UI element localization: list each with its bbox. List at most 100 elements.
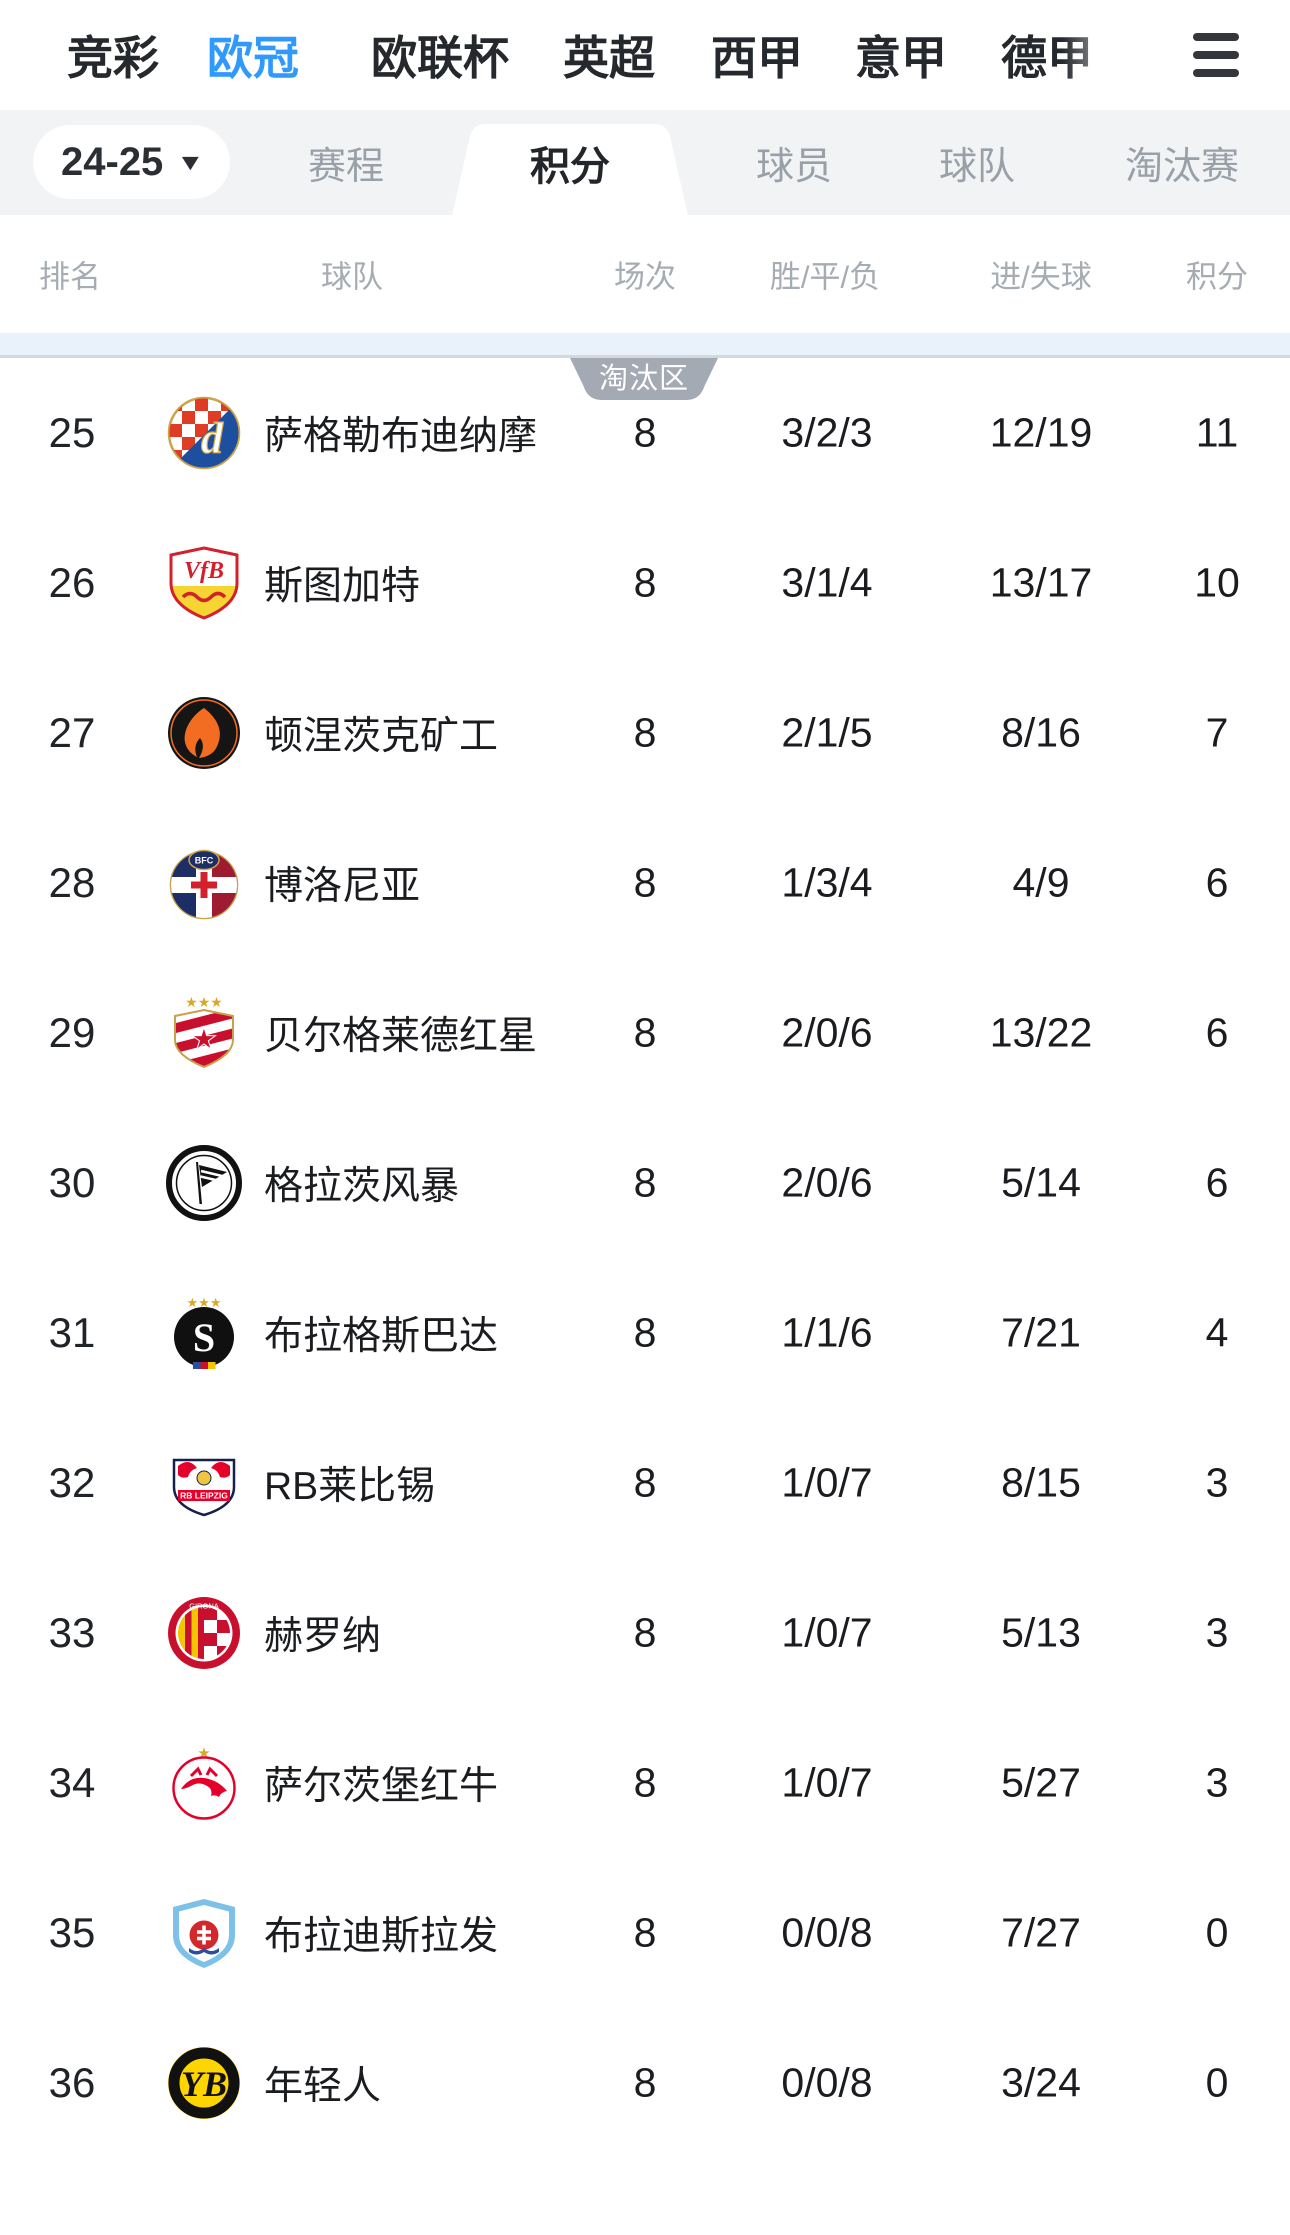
- goals-for-against: 3/24: [1001, 2059, 1081, 2106]
- matches-played: 8: [633, 709, 657, 756]
- column-team: 球队: [321, 259, 383, 295]
- nav-item-7[interactable]: 德甲: [995, 0, 1099, 110]
- menu-icon[interactable]: [1185, 15, 1247, 95]
- goals-for-against: 4/9: [1012, 859, 1070, 906]
- tab-4[interactable]: 球队: [925, 110, 1029, 215]
- svg-text:d: d: [201, 414, 224, 463]
- tab-3[interactable]: 球员: [742, 110, 846, 215]
- team-name: 斯图加特: [264, 565, 421, 608]
- table-row[interactable]: 32 RB LEIPZIG RB莱比锡 8 1/0/7 8/15 3: [0, 1408, 1290, 1558]
- nav-item-2[interactable]: 欧冠: [201, 0, 305, 110]
- team-name: 赫罗纳: [264, 1615, 382, 1658]
- table-row[interactable]: 27 顿涅茨克矿工 8 2/1/5 8/16 7: [0, 658, 1290, 808]
- nav-item-5[interactable]: 西甲: [705, 0, 809, 110]
- column-rank: 排名: [39, 259, 101, 295]
- nav-item-1[interactable]: 竞彩: [61, 0, 165, 110]
- points: 3: [1205, 1759, 1229, 1806]
- win-draw-loss: 2/0/6: [781, 1159, 873, 1206]
- points: 4: [1205, 1309, 1229, 1356]
- tab-2[interactable]: 积分: [452, 110, 688, 216]
- win-draw-loss: 2/0/6: [781, 1009, 873, 1056]
- sturm-graz-logo: [166, 1145, 242, 1221]
- rank: 30: [48, 1159, 96, 1206]
- team-name: 贝尔格莱德红星: [264, 1015, 538, 1058]
- win-draw-loss: 3/1/4: [781, 559, 873, 606]
- win-draw-loss: 1/0/7: [781, 1459, 873, 1506]
- win-draw-loss: 2/1/5: [781, 709, 873, 756]
- win-draw-loss: 1/0/7: [781, 1609, 873, 1656]
- rank: 27: [48, 709, 96, 756]
- goals-for-against: 8/15: [1001, 1459, 1081, 1506]
- table-row[interactable]: 34 ★ 萨尔茨堡红牛 8 1/0/7 5/27 3: [0, 1708, 1290, 1858]
- svg-text:★★★: ★★★: [185, 995, 223, 1010]
- column-played: 场次: [614, 259, 676, 295]
- table-row[interactable]: 29 ★★★ ★ 贝尔格莱德红星 8 2/0/6 13/22 6: [0, 958, 1290, 1108]
- nav-item-6[interactable]: 意甲: [849, 0, 953, 110]
- points: 0: [1205, 1909, 1229, 1956]
- girona-logo: GIRONA: [166, 1595, 242, 1671]
- table-row[interactable]: 31 ★★★ S 布拉格斯巴达 8 1/1/6 7/21 4: [0, 1258, 1290, 1408]
- season-label: 24-25: [61, 139, 164, 184]
- goals-for-against: 5/27: [1001, 1759, 1081, 1806]
- goals-for-against: 7/27: [1001, 1909, 1081, 1956]
- goals-for-against: 13/17: [989, 559, 1093, 606]
- tab-5[interactable]: 淘汰赛: [1111, 110, 1253, 215]
- table-row[interactable]: 30 格拉茨风暴 8 2/0/6 5/14 6: [0, 1108, 1290, 1258]
- red-star-belgrade-logo: ★★★ ★: [166, 995, 242, 1071]
- dinamo-zagreb-logo: d: [166, 395, 242, 471]
- goals-for-against: 5/13: [1001, 1609, 1081, 1656]
- rb-leipzig-logo: RB LEIPZIG: [166, 1445, 242, 1521]
- win-draw-loss: 0/0/8: [781, 1909, 873, 1956]
- caret-down-icon: ▼: [176, 148, 205, 175]
- bologna-logo: BFC: [166, 845, 242, 921]
- rank: 25: [48, 409, 96, 456]
- rb-salzburg-logo: ★: [166, 1745, 242, 1821]
- table-row[interactable]: 26 VfB 斯图加特 8 3/1/4 13/17 10: [0, 508, 1290, 658]
- table-row[interactable]: 35 布拉迪斯拉发 8 0/0/8 7/27 0: [0, 1858, 1290, 2008]
- qualification-zone-strip: [0, 333, 1290, 355]
- points: 3: [1205, 1459, 1229, 1506]
- goals-for-against: 13/22: [989, 1009, 1093, 1056]
- matches-played: 8: [633, 1909, 657, 1956]
- svg-text:VfB: VfB: [184, 558, 224, 584]
- matches-played: 8: [633, 1159, 657, 1206]
- svg-text:★: ★: [191, 1023, 218, 1056]
- rank: 34: [48, 1759, 96, 1806]
- matches-played: 8: [633, 859, 657, 906]
- column-goals: 进/失球: [990, 259, 1092, 295]
- goals-for-against: 8/16: [1001, 709, 1081, 756]
- column-wdl: 胜/平/负: [769, 259, 881, 295]
- tab-1[interactable]: 赛程: [294, 110, 398, 215]
- top-nav: 竞彩 欧冠 欧联杯 英超 西甲 意甲 德甲: [0, 0, 1290, 110]
- nav-item-4[interactable]: 英超: [557, 0, 661, 110]
- shakhtar-donetsk-logo: [166, 695, 242, 771]
- points: 10: [1194, 559, 1240, 606]
- points: 6: [1205, 1009, 1229, 1056]
- svg-text:S: S: [193, 1315, 215, 1360]
- team-name: 博洛尼亚: [264, 865, 421, 908]
- nav-item-3[interactable]: 欧联杯: [365, 0, 515, 110]
- stuttgart-logo: VfB: [166, 545, 242, 621]
- win-draw-loss: 1/3/4: [781, 859, 873, 906]
- table-row[interactable]: 36 YB 年轻人 8 0/0/8 3/24 0: [0, 2008, 1290, 2158]
- rank: 29: [48, 1009, 96, 1056]
- goals-for-against: 5/14: [1001, 1159, 1081, 1206]
- season-selector[interactable]: 24-25 ▼: [33, 125, 231, 199]
- matches-played: 8: [633, 1609, 657, 1656]
- team-name: 布拉格斯巴达: [264, 1315, 499, 1358]
- svg-text:★★★: ★★★: [187, 1295, 222, 1310]
- team-name: 布拉迪斯拉发: [264, 1915, 499, 1958]
- team-name: 顿涅茨克矿工: [264, 715, 499, 758]
- matches-played: 8: [633, 1309, 657, 1356]
- table-header: 排名 球队 场次 胜/平/负 进/失球 积分: [0, 215, 1290, 333]
- table-row[interactable]: 28 BFC 博洛尼亚 8 1/3/4 4/9 6: [0, 808, 1290, 958]
- points: 0: [1205, 2059, 1229, 2106]
- svg-text:GIRONA: GIRONA: [189, 1602, 219, 1611]
- rank: 32: [48, 1459, 96, 1506]
- team-name: 格拉茨风暴: [264, 1165, 460, 1208]
- table-row[interactable]: 33 GIRONA 赫罗纳 8 1/0/7 5/13 3: [0, 1558, 1290, 1708]
- season-tab-bar: 24-25 ▼ 赛程 积分 球员 球队 淘汰赛: [0, 110, 1290, 216]
- column-points: 积分: [1186, 259, 1248, 295]
- rank: 31: [48, 1309, 96, 1356]
- win-draw-loss: 1/0/7: [781, 1759, 873, 1806]
